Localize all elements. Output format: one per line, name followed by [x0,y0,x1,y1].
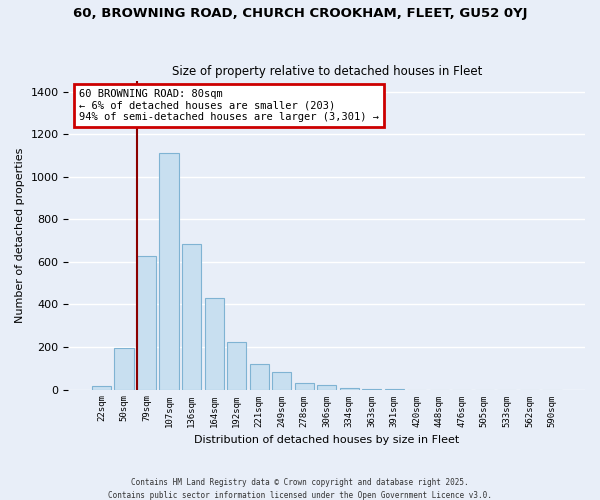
Bar [115,348,134,390]
Bar [137,256,156,390]
Bar [340,388,359,390]
Bar [250,364,269,390]
Bar [205,298,224,390]
Y-axis label: Number of detached properties: Number of detached properties [15,148,25,323]
Bar [272,372,291,390]
Bar [295,383,314,390]
Bar [317,385,336,390]
Bar [182,244,201,390]
Text: Contains HM Land Registry data © Crown copyright and database right 2025.
Contai: Contains HM Land Registry data © Crown c… [108,478,492,500]
Bar [227,342,246,390]
Text: 60 BROWNING ROAD: 80sqm
← 6% of detached houses are smaller (203)
94% of semi-de: 60 BROWNING ROAD: 80sqm ← 6% of detached… [79,89,379,122]
X-axis label: Distribution of detached houses by size in Fleet: Distribution of detached houses by size … [194,435,460,445]
Title: Size of property relative to detached houses in Fleet: Size of property relative to detached ho… [172,66,482,78]
Bar [92,386,111,390]
Bar [160,154,179,390]
Text: 60, BROWNING ROAD, CHURCH CROOKHAM, FLEET, GU52 0YJ: 60, BROWNING ROAD, CHURCH CROOKHAM, FLEE… [73,8,527,20]
